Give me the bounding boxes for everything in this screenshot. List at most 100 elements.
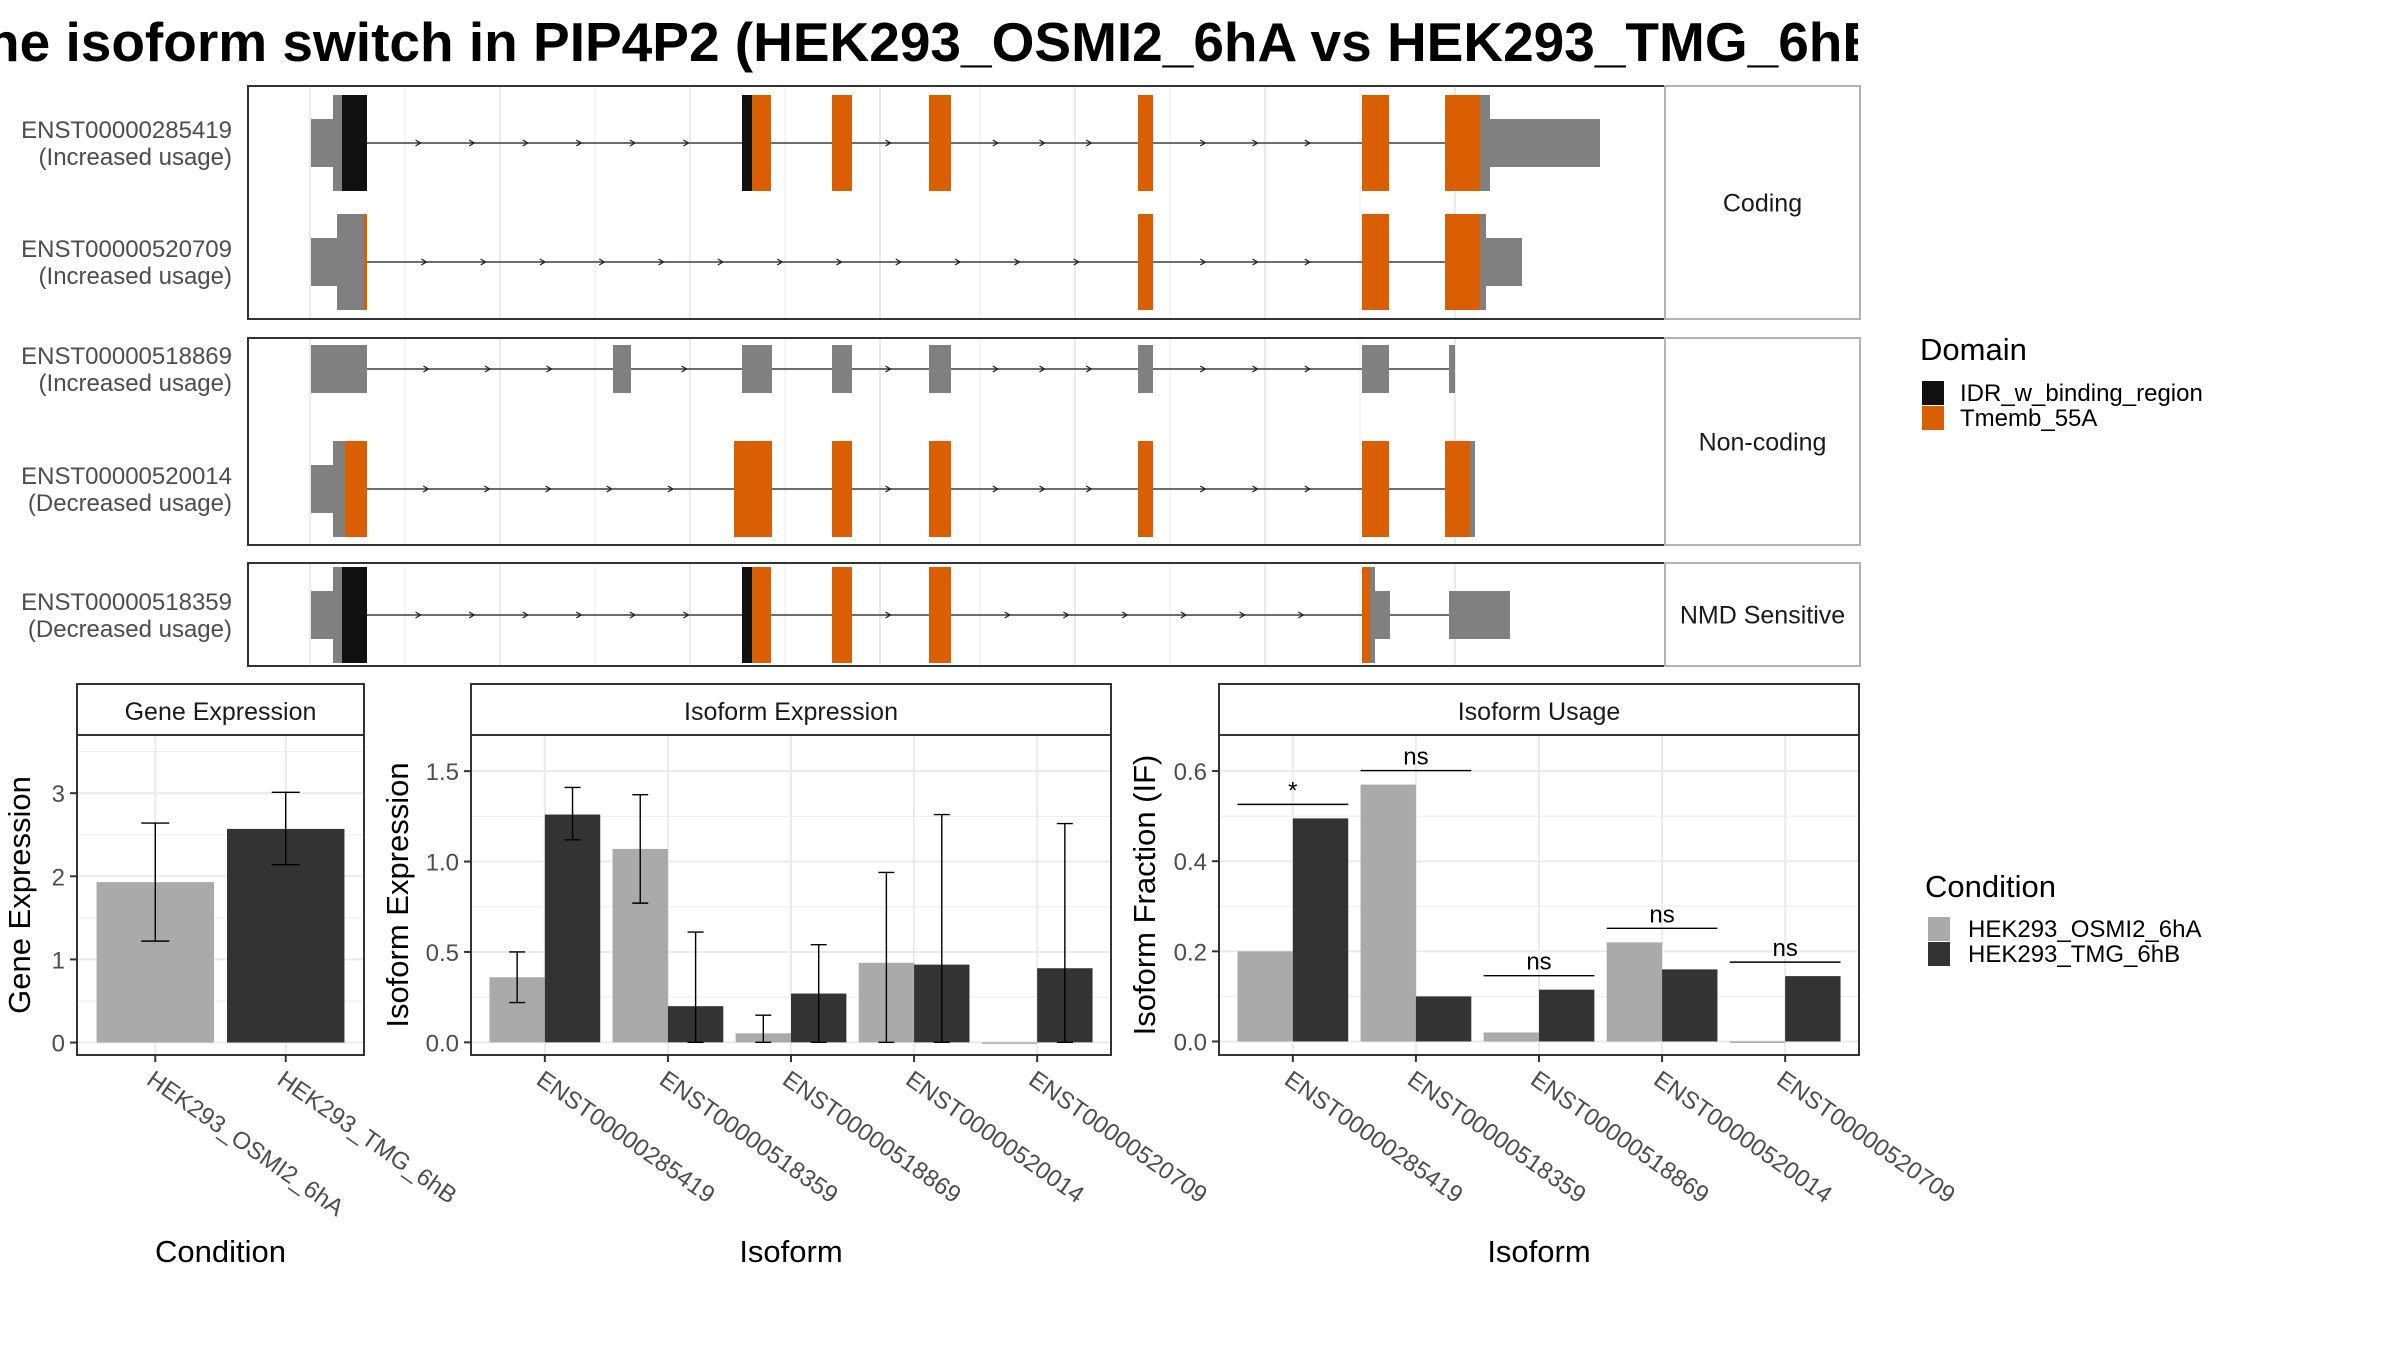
utr-exon [1470,441,1475,537]
tmemb-domain-exon [832,567,852,663]
bar [981,1042,1038,1044]
utr-exon [832,345,852,393]
y-tick-label: 3 [52,781,65,808]
direction-arrow [1085,139,1093,147]
direction-arrow [420,258,428,266]
idr-domain-exon [742,567,752,663]
tmemb-domain-exon [832,441,852,537]
x-axis-label: Isoform [739,1234,842,1269]
direction-arrow [885,485,892,493]
significance-label: ns [1526,949,1551,976]
direction-arrow [606,485,613,493]
direction-arrow [681,365,688,373]
page-title: he isoform switch in PIP4P2 (HEK293_OSMI… [0,11,1858,73]
tmemb-domain-exon [929,95,951,191]
transcript-usage-label: (Decreased usage) [28,616,232,643]
transcript-id-label: ENST00000520014 [21,463,232,490]
direction-arrow [415,139,422,147]
utr-exon [1138,345,1153,393]
direction-arrow [776,258,784,266]
utr-exon [1362,345,1389,393]
utr-exon [1449,591,1510,639]
utr-exon [742,345,772,393]
utr-exon [311,119,333,167]
direction-arrow [1063,611,1070,619]
y-tick-label: 1.5 [426,759,459,786]
tmemb-domain-exon [752,95,771,191]
tmemb-domain-exon [1362,441,1389,537]
bar [1606,942,1663,1042]
bar [1360,784,1416,1042]
direction-arrow [1180,611,1188,619]
condition-legend-label: HEK293_TMG_6hB [1968,941,2180,968]
direction-arrow [1304,258,1312,266]
idr-domain-exon [742,95,752,191]
direction-arrow [423,365,430,373]
bar [1662,969,1718,1042]
direction-arrow [1304,139,1312,147]
direction-arrow [683,611,690,619]
y-tick-label: 0.6 [1174,759,1207,786]
plot-border [76,734,365,1056]
utr-exon [1490,119,1600,167]
transcript-usage-label: (Decreased usage) [28,490,232,517]
y-tick-label: 0.0 [1174,1029,1207,1056]
direction-arrow [1014,258,1021,266]
transcript-id-label: ENST00000518869 [21,343,232,370]
direction-arrow [885,611,892,619]
direction-arrow [1039,139,1046,147]
domain-legend-swatch [1922,406,1944,430]
utr-exon [311,465,333,513]
tmemb-domain-exon [1445,214,1480,310]
tmemb-domain-exon [929,567,951,663]
utr-exon [311,238,337,286]
y-axis-label: Gene Expression [2,776,37,1014]
chart-title: Isoform Usage [1458,698,1621,726]
direction-arrow [1121,611,1129,619]
transcript-id-label: ENST00000518359 [21,589,232,616]
tmemb-domain-exon [1445,441,1470,537]
y-tick-label: 1 [52,947,65,974]
chart-2: Isoform Usage*nsnsnsns0.00.20.40.6ENST00… [1127,683,1960,1269]
direction-arrow [1199,139,1207,147]
significance-label: ns [1649,901,1674,928]
bar [1729,1041,1786,1043]
utr-exon [337,214,364,310]
condition-legend-label: HEK293_OSMI2_6hA [1968,916,2201,943]
direction-arrow [522,611,529,619]
direction-arrow [522,139,529,147]
direction-arrow [483,485,491,493]
direction-arrow [422,485,430,493]
direction-arrow [1297,611,1305,619]
tmemb-domain-exon [734,441,772,537]
structure-panel-0 [247,85,1861,320]
chart-strip [1218,683,1860,736]
direction-arrow [1085,485,1093,493]
direction-arrow [992,485,1000,493]
panel-strip-label: NMD Sensitive [1680,602,1845,630]
panel-strip-label: Non-coding [1699,429,1827,457]
y-axis-label: Isoform Expression [380,762,415,1027]
panel-background [248,338,1665,545]
chart-title: Gene Expression [125,698,317,726]
direction-arrow [629,611,637,619]
direction-arrow [484,365,492,373]
utr-exon [613,345,631,393]
tmemb-domain-exon [929,441,951,537]
condition-legend-title: Condition [1925,869,2056,904]
utr-exon [929,345,951,393]
direction-arrow [539,258,547,266]
tmemb-domain-exon [1362,567,1370,663]
idr-domain-exon [342,95,367,191]
panel-background [248,86,1665,319]
direction-arrow [575,611,583,619]
chart-1: Isoform Expression0.00.51.01.5ENST000002… [380,683,1212,1269]
tmemb-domain-exon [1362,95,1389,191]
panel-strip-label: Coding [1723,190,1802,218]
utr-exon [1375,591,1390,639]
direction-arrow [1199,258,1207,266]
y-tick-label: 0.5 [426,940,459,967]
direction-arrow [468,611,476,619]
utr-exon [1480,214,1486,310]
